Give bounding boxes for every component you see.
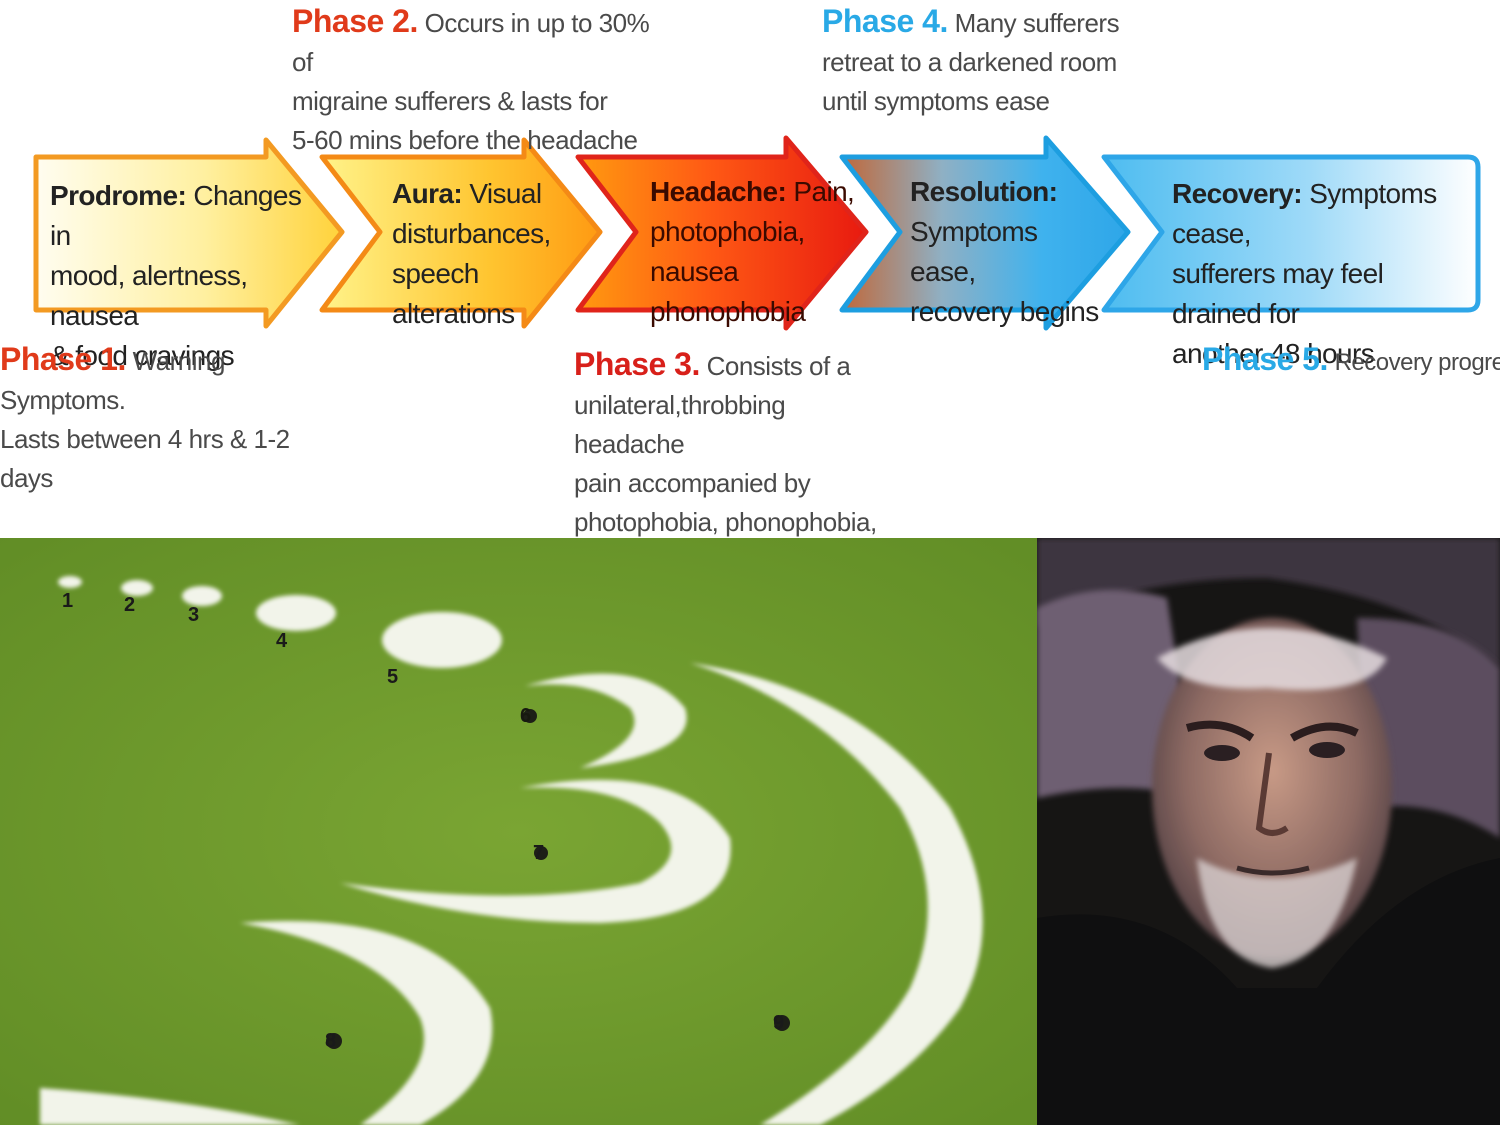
resolution-line-3: recovery begins	[910, 296, 1099, 327]
phase-1-text-1: Warning Symptoms.	[0, 346, 225, 415]
phase-4-text-1: Many sufferers	[954, 8, 1120, 38]
recovery-box	[1101, 154, 1481, 313]
prodrome-line-1: Changes in	[50, 180, 302, 251]
prodrome-text: Prodrome: Changes in mood, alertness, na…	[50, 176, 320, 376]
crop-number-9: 9	[773, 1012, 785, 1034]
phase-3-text-2: unilateral,throbbing headache	[574, 390, 786, 459]
aura-line-2: disturbances, speech	[392, 218, 551, 289]
prodrome-arrow	[33, 137, 345, 329]
recovery-line-3: another 48 hours	[1172, 338, 1375, 369]
circle-4	[256, 595, 336, 631]
resolution-title: Resolution:	[910, 176, 1058, 207]
headache-line-1: Pain,	[793, 176, 855, 207]
aura-title: Aura:	[392, 178, 463, 209]
phase-arrows	[33, 135, 1481, 331]
headache-line-3: phonophobia	[650, 296, 806, 327]
phase-2-label: Phase 2.	[292, 3, 418, 39]
phase-4-text-3: until symptoms ease	[822, 86, 1050, 116]
crop-number-4: 4	[276, 630, 288, 652]
crop-number-1: 1	[62, 590, 74, 612]
headache-title: Headache:	[650, 176, 787, 207]
phase-5-note: Phase 5. Recovery progresses	[1202, 340, 1500, 382]
circle-3	[182, 586, 222, 606]
headache-arrow	[575, 135, 869, 331]
phase-1-note: Phase 1. Warning Symptoms. Lasts between…	[0, 340, 330, 498]
headache-text: Headache: Pain, photophobia, nausea phon…	[650, 172, 860, 332]
resolution-arrow	[839, 135, 1131, 331]
crop-circle-photo: 1 2 3 4 5 6 7 8 9	[0, 538, 1037, 1125]
phase-5-text-1: Recovery progresses	[1334, 349, 1500, 376]
phase-4-text-2: retreat to a darkened room	[822, 47, 1117, 77]
crescent-9	[40, 1088, 300, 1125]
migraine-phases-diagram: Prodrome: Changes in mood, alertness, na…	[0, 0, 1500, 576]
phase-4-label: Phase 4.	[822, 3, 948, 39]
headache-line-2: photophobia, nausea	[650, 216, 805, 287]
fresco-portrait-image	[1037, 538, 1500, 1125]
phase-2-note: Phase 2. Occurs in up to 30% of migraine…	[292, 2, 652, 160]
large-arc-9	[690, 663, 983, 1125]
recovery-title: Recovery:	[1172, 178, 1303, 209]
aura-line-3: alterations	[392, 298, 515, 329]
prodrome-title: Prodrome:	[50, 180, 187, 211]
crescent-6	[525, 673, 687, 768]
phase-1-text-2: Lasts between 4 hrs & 1-2 days	[0, 424, 290, 493]
circle-5	[382, 612, 502, 668]
phase-3-text-4: photophobia, phonophobia,	[574, 507, 877, 537]
resolution-text: Resolution: Symptoms ease, recovery begi…	[910, 172, 1110, 332]
aura-arrow	[319, 137, 603, 329]
phase-3-text-3: pain accompanied by	[574, 468, 811, 498]
prodrome-line-3: & food cravings	[50, 340, 235, 371]
crop-circle-image	[0, 538, 1037, 1125]
circle-2	[121, 580, 153, 596]
crop-number-2: 2	[124, 594, 136, 616]
crop-number-5: 5	[387, 666, 399, 688]
recovery-line-1: Symptoms cease,	[1172, 178, 1437, 249]
phase-4-note: Phase 4. Many sufferers retreat to a dar…	[822, 2, 1122, 121]
aura-text: Aura: Visual disturbances, speech altera…	[392, 174, 602, 334]
fresco-portrait-photo	[1037, 538, 1500, 1125]
phase-2-text-2: migraine sufferers & lasts for	[292, 86, 608, 116]
aura-line-1: Visual	[469, 178, 542, 209]
circle-1	[58, 576, 82, 588]
phase-2-text-3: 5-60 mins before the headache	[292, 125, 638, 155]
recovery-line-2: sufferers may feel drained for	[1172, 258, 1384, 329]
phase-3-label: Phase 3.	[574, 346, 700, 382]
phase-5-label: Phase 5.	[1202, 341, 1328, 377]
prodrome-line-2: mood, alertness, nausea	[50, 260, 248, 331]
crop-number-8: 8	[325, 1030, 337, 1052]
phase-3-text-1: Consists of a	[706, 351, 851, 381]
crop-number-7: 7	[533, 842, 545, 864]
crop-number-6: 6	[520, 705, 532, 727]
resolution-line-2: Symptoms ease,	[910, 216, 1038, 287]
recovery-text: Recovery: Symptoms cease, sufferers may …	[1172, 174, 1472, 374]
phase-1-label: Phase 1.	[0, 341, 126, 377]
crescent-8	[240, 921, 493, 1125]
phase-2-text-1: Occurs in up to 30% of	[292, 8, 650, 77]
crop-number-3: 3	[188, 604, 200, 626]
crescent-7	[340, 779, 731, 923]
